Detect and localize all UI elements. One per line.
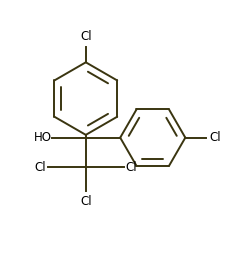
Text: Cl: Cl bbox=[126, 161, 138, 174]
Text: Cl: Cl bbox=[80, 195, 92, 208]
Text: Cl: Cl bbox=[80, 30, 92, 43]
Text: HO: HO bbox=[33, 131, 51, 144]
Text: Cl: Cl bbox=[34, 161, 46, 174]
Text: Cl: Cl bbox=[210, 131, 221, 144]
